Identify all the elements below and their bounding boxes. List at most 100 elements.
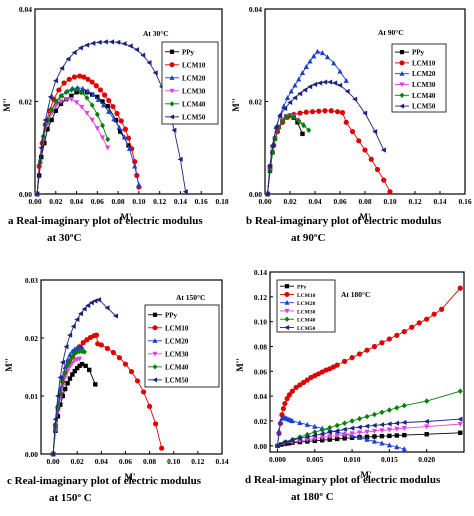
data-point [312,436,318,442]
data-point [364,423,370,429]
series-line [267,115,310,195]
data-point [94,126,100,132]
panel-caption-line1: d Real-imaginary plot of electric modulu… [245,474,441,486]
data-point [379,409,385,416]
data-point [276,428,282,434]
data-point [81,74,87,80]
data-point [282,439,288,445]
plot-frame [40,279,223,455]
data-point [387,433,392,439]
legend-marker [284,324,290,330]
legend-label: PPy [182,48,195,56]
data-point [352,96,358,102]
data-point [297,420,303,426]
data-point [88,300,94,306]
y-axis-label: M'' [4,358,14,372]
legend-label: LCM50 [297,326,316,332]
data-point [307,84,313,90]
data-point [47,94,53,100]
data-point [342,436,347,441]
data-point [289,418,295,424]
data-point [63,89,69,96]
data-point [349,355,355,361]
data-point [277,112,283,118]
data-point [289,388,295,394]
chart-panel-a: 0.00 0.02 0.04 0.06 0.08 0.10 0.12 0.14 0.16 0.18… [2,5,229,244]
series-lcm40 [274,388,463,449]
data-point [319,431,325,437]
data-point [286,441,291,446]
series-line [36,89,109,195]
data-point [92,298,98,304]
legend-box [161,41,219,125]
data-point [291,114,297,121]
data-point [67,376,73,381]
data-point [57,374,63,381]
data-point [292,82,298,88]
legend-label: LCM50 [165,376,189,384]
data-point [147,403,153,410]
data-point [71,74,78,80]
data-point [277,419,284,425]
series-lcm50 [34,39,188,197]
y-tick-label: 0.12 [254,293,267,302]
data-point [85,302,91,309]
legend: PPy LCM10 LCM20 LCM30 LCM40 LCM50 [161,41,219,125]
data-point [327,437,332,442]
legend-marker [284,316,290,322]
legend-label: LCM30 [165,350,189,358]
x-tick-label: 0.04 [308,197,321,206]
data-point [394,426,400,432]
data-point [300,379,307,386]
x-tick-label: 0.14 [433,197,446,206]
data-point [402,432,407,438]
data-point [349,431,355,437]
x-tick-label: 0.02 [49,197,62,206]
data-point [114,110,120,117]
data-point [301,122,307,129]
plot-frame [269,271,465,453]
data-point [287,113,293,119]
data-point [424,398,430,404]
y-tick-label: 0.02 [19,98,32,107]
data-point [79,348,85,355]
data-point [60,379,66,385]
x-tick-label: 0.005 [306,455,323,464]
x-tick-label: 0.14 [174,197,187,206]
data-point [339,110,346,116]
legend: PPy LCM10 LCM20 LCM30 LCM40 LCM50 [391,43,447,113]
data-point [118,118,124,124]
legend-label: PPy [412,49,425,57]
data-point [297,382,303,388]
legend-marker [169,88,175,94]
legend-label: LCM30 [297,309,316,315]
data-point [326,429,332,435]
data-point [100,99,105,104]
data-point [342,420,348,426]
legend-marker [284,284,290,289]
data-point [84,95,90,101]
legend: PPy LCM10 LCM20 LCM30 LCM40 LCM50 [144,304,220,388]
data-point [356,138,362,144]
y-axis-label: M'' [235,358,245,372]
x-tick-label: 0.12 [191,457,204,466]
data-point [371,411,377,418]
legend-marker [284,299,290,305]
series-line [277,417,405,450]
data-point [282,400,288,407]
data-point [121,134,127,140]
legend-label: LCM10 [297,293,316,299]
data-point [171,127,177,133]
x-tick-label: 0.02 [71,457,84,466]
data-point [334,436,340,442]
data-point [349,425,355,431]
legend-marker [399,103,405,109]
data-point [349,418,355,424]
data-point [379,433,385,439]
data-point [303,64,309,70]
data-point [343,119,349,125]
data-point [401,446,407,452]
series-lcm20 [274,415,407,452]
data-point [115,39,121,45]
